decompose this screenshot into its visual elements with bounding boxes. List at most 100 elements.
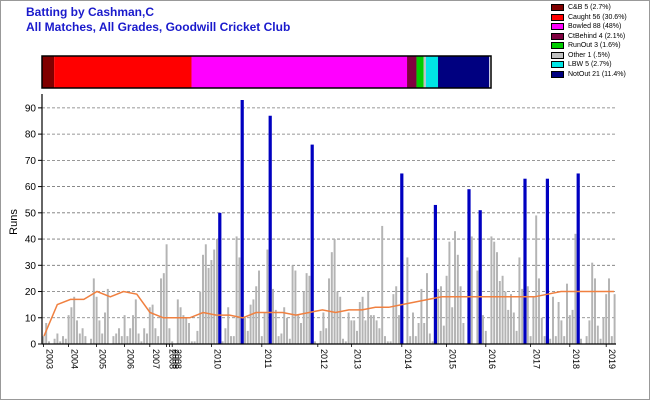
legend-item: Other 1 (.5%): [551, 51, 627, 61]
legend-label: CtBehind 4 (2.1%): [568, 32, 626, 40]
innings-bar: [398, 315, 400, 344]
innings-bar: [386, 341, 389, 344]
x-tick-label: 2003: [44, 349, 54, 369]
notout-bar: [268, 115, 272, 344]
innings-bar: [90, 338, 92, 344]
innings-bar: [104, 312, 106, 344]
innings-bar: [308, 275, 311, 344]
innings-bar: [470, 236, 473, 344]
innings-bar: [445, 275, 448, 344]
innings-bar: [84, 336, 87, 344]
innings-bar: [428, 333, 431, 344]
innings-bar: [151, 304, 154, 344]
legend-label: Caught 56 (30.6%): [568, 13, 627, 21]
dismissal-segment: [425, 56, 439, 88]
innings-bar: [361, 296, 364, 344]
notout-bar: [433, 204, 437, 344]
innings-bar: [563, 336, 566, 344]
innings-bar: [134, 299, 137, 344]
dismissal-segment: [42, 56, 55, 88]
x-tick-label: 2019: [607, 349, 617, 369]
innings-bar: [426, 273, 428, 344]
notout-bar: [523, 178, 527, 344]
innings-bar: [221, 341, 224, 344]
innings-bar: [456, 254, 459, 344]
legend-swatch: [551, 13, 564, 21]
y-tick-label: 70: [25, 156, 37, 167]
innings-bar: [412, 312, 414, 344]
x-tick-label: 2016: [487, 349, 497, 369]
y-tick-label: 90: [25, 103, 37, 114]
innings-bar: [532, 296, 535, 344]
innings-bar: [367, 291, 370, 344]
x-tick-label: 2010: [212, 349, 222, 369]
innings-bar: [605, 294, 608, 344]
legend-label: Other 1 (.5%): [568, 51, 611, 59]
innings-bar: [512, 312, 515, 344]
x-tick-label: 2008: [168, 349, 178, 369]
innings-bar: [414, 336, 417, 344]
innings-bar: [613, 294, 616, 344]
dismissal-bar-outline: [41, 55, 492, 89]
innings-bar: [78, 333, 81, 344]
innings-bar: [64, 338, 67, 344]
innings-bar: [462, 323, 465, 344]
innings-bar: [518, 257, 521, 344]
innings-bar: [171, 341, 174, 344]
chart-title: Batting by Cashman,C: [26, 5, 155, 19]
innings-bar: [370, 315, 372, 344]
innings-bar: [501, 275, 504, 344]
innings-bar: [182, 315, 185, 344]
innings-bar: [507, 309, 510, 344]
innings-bar: [515, 330, 518, 344]
x-tick-label: 2013: [352, 349, 362, 369]
innings-bar: [602, 317, 605, 344]
innings-bar: [538, 278, 540, 344]
innings-bar: [482, 315, 484, 344]
notout-bar: [400, 173, 404, 344]
innings-bar: [431, 341, 434, 344]
innings-bar: [322, 312, 325, 344]
innings-bar: [207, 267, 210, 344]
innings-bar: [148, 307, 151, 344]
innings-bar: [42, 336, 45, 344]
innings-bar: [255, 286, 258, 344]
average-line: [43, 290, 614, 337]
x-tick-label: 2008: [173, 349, 183, 369]
legend-label: C&B 5 (2.7%): [568, 4, 611, 12]
notout-bar: [478, 210, 482, 344]
innings-bar: [202, 254, 204, 344]
innings-bar: [454, 231, 456, 344]
innings-bar: [185, 317, 188, 344]
notout-bar: [576, 173, 580, 344]
innings-bar: [594, 278, 596, 344]
notout-bar: [467, 189, 471, 344]
innings-bar: [535, 215, 538, 344]
innings-bar: [540, 317, 543, 344]
innings-bar: [554, 336, 557, 344]
innings-bar: [272, 288, 274, 344]
y-tick-label: 30: [25, 261, 37, 272]
x-tick-label: 2004: [70, 349, 80, 369]
y-tick-label: 0: [30, 340, 36, 351]
innings-bar: [283, 307, 286, 344]
legend-swatch: [551, 70, 564, 78]
innings-bar: [510, 294, 512, 344]
innings-bar: [210, 260, 213, 344]
legend-label: RunOut 3 (1.6%): [568, 42, 621, 50]
innings-bar: [227, 307, 230, 344]
legend-item: C&B 5 (2.7%): [551, 3, 627, 13]
innings-bar: [274, 309, 277, 344]
innings-bar: [314, 341, 316, 344]
innings-bar: [230, 336, 232, 344]
innings-bar: [574, 233, 577, 344]
innings-bar: [406, 257, 409, 344]
innings-bar: [358, 302, 361, 344]
innings-bar: [190, 341, 193, 344]
innings-bar: [333, 239, 336, 344]
legend-swatch: [551, 42, 564, 50]
x-tick-label: 2018: [571, 349, 581, 369]
innings-bar: [266, 249, 269, 344]
innings-bar: [496, 252, 498, 344]
innings-bar: [389, 341, 392, 344]
